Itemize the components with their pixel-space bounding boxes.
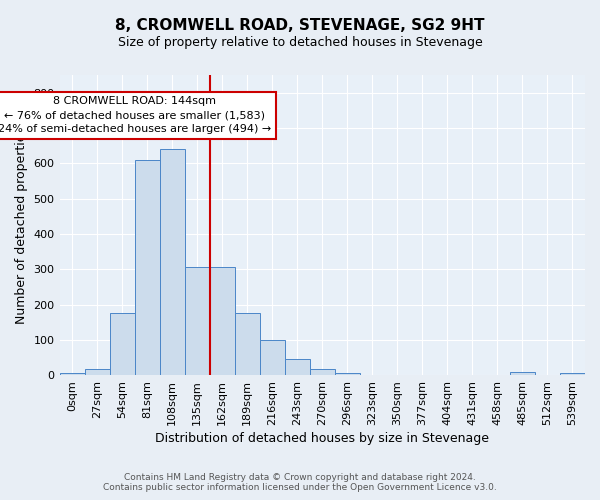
Bar xyxy=(85,369,110,375)
Bar xyxy=(209,268,235,375)
Bar xyxy=(134,160,160,375)
Text: 8 CROMWELL ROAD: 144sqm
← 76% of detached houses are smaller (1,583)
24% of semi: 8 CROMWELL ROAD: 144sqm ← 76% of detache… xyxy=(0,96,271,134)
Bar xyxy=(160,149,185,375)
Bar xyxy=(310,369,335,375)
Bar xyxy=(185,268,209,375)
Text: Contains HM Land Registry data © Crown copyright and database right 2024.
Contai: Contains HM Land Registry data © Crown c… xyxy=(103,473,497,492)
Y-axis label: Number of detached properties: Number of detached properties xyxy=(15,126,28,324)
Bar xyxy=(335,374,360,375)
Bar xyxy=(235,314,260,375)
Bar xyxy=(110,314,134,375)
Bar xyxy=(59,374,85,375)
Bar xyxy=(285,360,310,375)
Bar xyxy=(260,340,285,375)
Bar xyxy=(510,372,535,375)
Bar xyxy=(560,374,585,375)
Text: Size of property relative to detached houses in Stevenage: Size of property relative to detached ho… xyxy=(118,36,482,49)
X-axis label: Distribution of detached houses by size in Stevenage: Distribution of detached houses by size … xyxy=(155,432,489,445)
Text: 8, CROMWELL ROAD, STEVENAGE, SG2 9HT: 8, CROMWELL ROAD, STEVENAGE, SG2 9HT xyxy=(115,18,485,32)
